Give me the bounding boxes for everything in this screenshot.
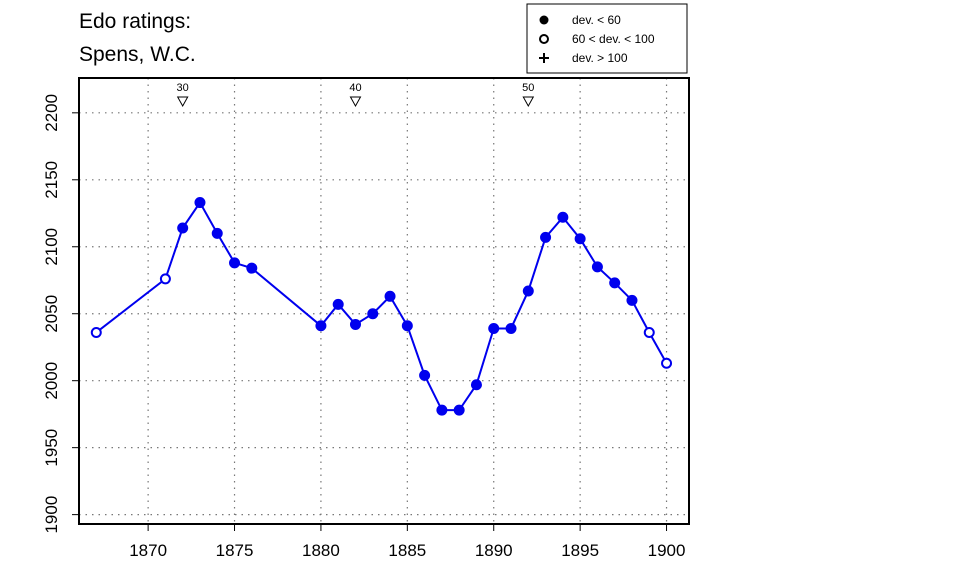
y-tick-label: 2150 [42,161,61,199]
data-point-open [159,273,171,285]
data-point-filled [211,227,223,239]
data-point-open [90,326,102,338]
data-point-open [643,326,655,338]
legend: dev. < 60 60 < dev. < 100 dev. > 100 [526,3,688,74]
data-point-filled [505,322,517,334]
game-marker-triangle [349,96,362,108]
y-tick-label: 2200 [42,94,61,132]
legend-open-circle-icon [539,34,549,44]
data-point-filled [315,320,327,332]
chart-subtitle: Spens, W.C. [79,43,196,66]
data-point-filled [229,257,241,269]
y-axis: 1900 1950 2000 2050 2100 2150 2200 [42,94,79,534]
legend-label: dev. < 60 [572,13,621,27]
data-point-filled [436,404,448,416]
data-point-filled [574,233,586,245]
y-tick-label: 1950 [42,429,61,467]
y-tick-label: 2050 [42,295,61,333]
data-point-filled [488,322,500,334]
data-point-filled [540,231,552,243]
data-point-filled [522,285,534,297]
game-marker-label: 30 [177,82,189,94]
series-line [95,200,668,412]
x-tick-label: 1895 [561,541,599,560]
data-point-filled [384,290,396,302]
data-point-filled [609,277,621,289]
plot-frame [78,77,690,525]
rating-series [90,197,673,416]
data-point-filled [626,294,638,306]
y-tick-label: 1900 [42,496,61,534]
x-tick-label: 1885 [388,541,426,560]
x-tick-label: 1890 [475,541,513,560]
data-point-filled [177,222,189,234]
game-markers: 30 40 50 [176,82,535,108]
data-point-filled [470,379,482,391]
data-point-filled [367,308,379,320]
data-point-filled [246,262,258,274]
data-point-filled [419,369,431,381]
data-point-filled [591,261,603,273]
game-marker-triangle [176,96,189,108]
data-point-filled [194,197,206,209]
game-marker-triangle [522,96,535,108]
data-point-filled [332,298,344,310]
data-point-filled [557,211,569,223]
legend-plus-icon [539,53,549,63]
legend-filled-circle-icon [539,15,549,25]
legend-label: 60 < dev. < 100 [572,32,655,46]
grid-lines [79,78,689,524]
x-tick-label: 1870 [129,541,167,560]
x-tick-label: 1900 [648,541,686,560]
x-tick-label: 1880 [302,541,340,560]
game-marker-label: 50 [522,82,534,94]
x-tick-label: 1875 [216,541,254,560]
chart-title: Edo ratings: [79,10,191,33]
legend-box [526,3,688,74]
data-point-filled [401,320,413,332]
legend-label: dev. > 100 [572,51,628,65]
game-marker-label: 40 [349,82,361,94]
data-point-filled [349,318,361,330]
y-tick-label: 2100 [42,228,61,266]
y-tick-label: 2000 [42,362,61,400]
data-point-open [661,357,673,369]
x-axis: 1870 1875 1880 1885 1890 1895 1900 [129,524,685,560]
data-point-filled [453,404,465,416]
